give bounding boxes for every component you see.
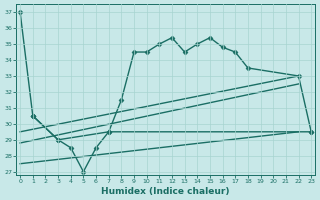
- X-axis label: Humidex (Indice chaleur): Humidex (Indice chaleur): [101, 187, 230, 196]
